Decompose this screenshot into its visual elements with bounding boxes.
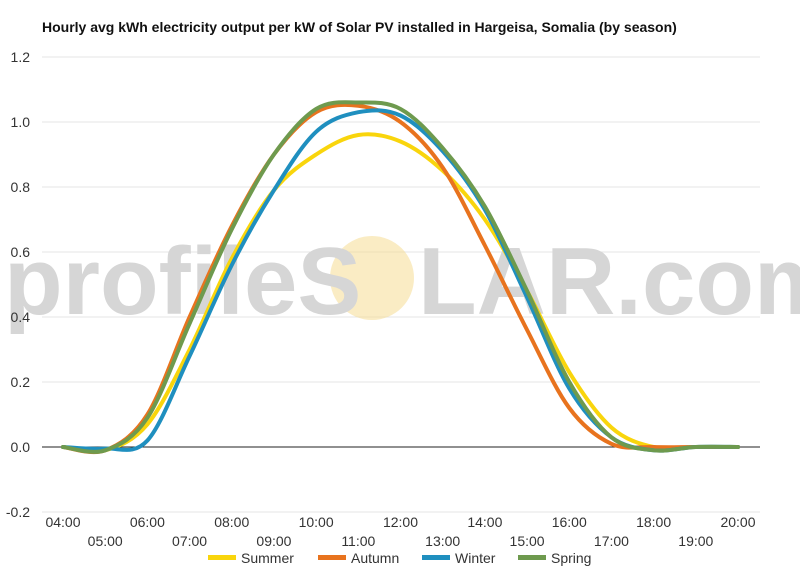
x-tick-label: 12:00: [383, 514, 418, 530]
watermark-sun-icon: [330, 236, 414, 320]
legend-swatch: [208, 555, 236, 560]
y-tick-label: 1.0: [11, 114, 31, 130]
y-tick-label: 0.0: [11, 439, 31, 455]
legend-swatch: [318, 555, 346, 560]
y-tick-label: 1.2: [11, 49, 31, 65]
x-tick-label: 07:00: [172, 533, 207, 549]
x-tick-label: 14:00: [467, 514, 502, 530]
legend-entry: Spring: [551, 550, 591, 566]
legend-entry: Summer: [241, 550, 294, 566]
legend: Summer Autumn Winter Spring: [208, 550, 591, 566]
x-tick-label: 08:00: [214, 514, 249, 530]
y-axis: -0.2 0.0 0.2 0.4 0.6 0.8 1.0 1.2: [6, 49, 30, 520]
x-tick-label: 18:00: [636, 514, 671, 530]
series-line-spring: [61, 100, 740, 454]
watermark-text-right: LAR.com: [418, 228, 800, 335]
x-tick-label: 20:00: [720, 514, 755, 530]
x-tick-label: 16:00: [552, 514, 587, 530]
series-lines: [61, 100, 740, 455]
legend-entry: Autumn: [351, 550, 399, 566]
x-tick-label: 15:00: [510, 533, 545, 549]
x-tick-label: 11:00: [341, 533, 375, 549]
y-tick-label: 0.2: [11, 374, 31, 390]
x-tick-label: 09:00: [256, 533, 291, 549]
x-tick-label: 17:00: [594, 533, 629, 549]
y-tick-label: -0.2: [6, 504, 30, 520]
x-axis: 04:00 06:00 08:00 10:00 12:00 14:00 16:00 18:00…: [45, 514, 755, 549]
x-tick-label: 19:00: [678, 533, 713, 549]
x-tick-label: 05:00: [88, 533, 123, 549]
x-tick-label: 04:00: [45, 514, 80, 530]
watermark-text-left: profileS: [4, 228, 361, 335]
chart-title: Hourly avg kWh electricity output per kW…: [42, 19, 677, 35]
watermark: profileS LAR.com: [4, 228, 800, 335]
series-line-autumn: [61, 102, 740, 455]
y-tick-label: 0.4: [11, 309, 31, 325]
y-tick-label: 0.6: [11, 244, 31, 260]
legend-swatch: [422, 555, 450, 560]
legend-swatch: [518, 555, 546, 560]
y-tick-label: 0.8: [11, 179, 31, 195]
x-tick-label: 13:00: [425, 533, 460, 549]
x-tick-label: 10:00: [299, 514, 334, 530]
series-line-summer: [61, 132, 740, 454]
legend-entry: Winter: [455, 550, 496, 566]
x-tick-label: 06:00: [130, 514, 165, 530]
